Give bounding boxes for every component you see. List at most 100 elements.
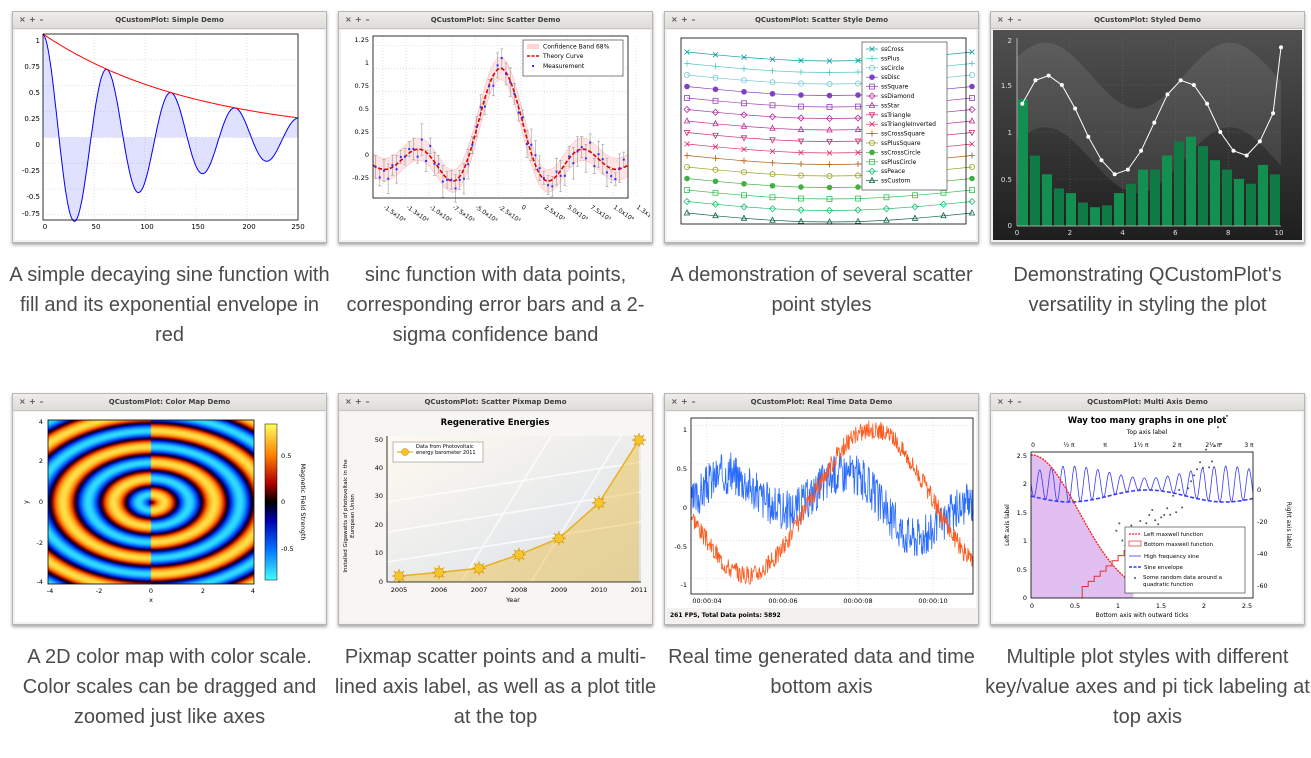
styled-band [1017,42,1281,194]
minimize-icon[interactable]: – [691,15,701,24]
random-point [1190,480,1193,483]
close-icon[interactable]: × [19,15,31,24]
window-titlebar[interactable]: ×+– QCustomPlot: Sinc Scatter Demo [339,12,652,29]
demo-window[interactable]: ×+– QCustomPlot: Sinc Scatter Demo 1.25 … [338,11,653,243]
bar [1018,99,1028,226]
measurement-point [580,146,583,149]
demo-window[interactable]: ×+– QCustomPlot: Real Time Data Demo 1 0… [664,393,979,625]
close-icon[interactable]: × [345,397,357,406]
maximize-icon[interactable]: + [681,397,693,406]
close-icon[interactable]: × [19,397,31,406]
multi-axis-plot[interactable]: Way too many graphs in one plot Top axis… [993,412,1302,622]
line-point [1112,172,1117,177]
bar [1222,169,1232,226]
random-point [1205,448,1208,451]
close-icon[interactable]: × [997,15,1009,24]
y-tick-label: 20 [375,521,383,529]
maximize-icon[interactable]: + [355,15,367,24]
demo-window[interactable]: ×+– QCustomPlot: Simple Demo 0 50 100 15… [12,11,327,243]
minimize-icon[interactable]: – [39,15,49,24]
window-titlebar[interactable]: ×+– QCustomPlot: Scatter Pixmap Demo [339,394,652,411]
measurement-point [471,144,474,147]
x-tick-label: 00:00:04 [692,597,721,605]
minimize-icon[interactable]: – [365,15,375,24]
y-tick-label: -0.25 [352,174,369,182]
random-point [1130,524,1133,527]
close-icon[interactable]: × [671,397,683,406]
window-titlebar[interactable]: ×+– QCustomPlot: Simple Demo [13,12,326,29]
maximize-icon[interactable]: + [29,397,41,406]
chart-legend[interactable]: ssCross ssPlus ssCircle ssDisc ssSquare ssDia… [861,41,948,191]
maximize-icon[interactable]: + [355,397,367,406]
maximize-icon[interactable]: + [1007,15,1019,24]
maximize-icon[interactable]: + [681,15,693,24]
real-time-plot[interactable]: 1 0.5 0 -0.5 -1 00:00:04 00:00:06 00:00:… [667,412,976,622]
minimize-icon[interactable]: – [365,397,375,406]
minimize-icon[interactable]: – [39,397,49,406]
chart-legend[interactable]: Left maxwell function Bottom maxwell fun… [1124,526,1246,594]
y-tick-label: 40 [375,464,383,472]
demo-window[interactable]: ×+– QCustomPlot: Styled Demo 0 2 4 6 8 [990,11,1305,243]
window-titlebar[interactable]: ×+– QCustomPlot: Color Map Demo [13,394,326,411]
measurement-point [475,125,478,128]
random-point [1181,506,1184,509]
scale-tick-label: 0.5 [281,452,291,460]
x-tick-label: 00:00:10 [918,597,947,605]
y-tick-label: 2 [39,457,43,465]
window-titlebar[interactable]: ×+– QCustomPlot: Scatter Style Demo [665,12,978,29]
scatter-style-plot[interactable]: ssCross ssPlus ssCircle ssDisc ssSquare ssDia… [667,30,976,240]
sine-envelope [1030,489,1254,503]
maximize-icon[interactable]: + [29,15,41,24]
close-icon[interactable]: × [671,15,683,24]
x-tick-label: -4 [47,587,53,595]
demo-window[interactable]: ×+– QCustomPlot: Multi Axis Demo Way too… [990,393,1305,625]
demo-window[interactable]: ×+– QCustomPlot: Color Map Demo -4 -2 0 … [12,393,327,625]
minimize-icon[interactable]: – [1017,15,1027,24]
line-point [1033,78,1038,83]
demo-window[interactable]: ×+– QCustomPlot: Scatter Style Demo ssCr… [664,11,979,243]
scatter-pixmap-plot[interactable]: Regenerative Energies Data from Photovol… [341,412,650,622]
line-point [1257,139,1262,144]
color-map-image[interactable] [48,420,254,584]
measurement-point [462,177,465,180]
right-tick-label: 0 [1257,486,1261,494]
styled-demo-plot[interactable]: 0 2 4 6 8 10 2 1.5 1 0.5 0 [993,30,1302,240]
chart-legend[interactable]: Confidence Band 68% Theory Curve Measure… [522,39,624,77]
measurement-point [517,111,520,114]
minimize-icon[interactable]: – [1017,397,1027,406]
random-point [1157,523,1160,526]
top-axis-label: Top axis label [1126,429,1168,436]
random-point [1172,494,1175,497]
minimize-icon[interactable]: – [691,397,701,406]
legend-item: Some random data around a quadratic func… [1143,575,1223,588]
y-tick-label: -4 [37,578,43,586]
window-titlebar[interactable]: ×+– QCustomPlot: Real Time Data Demo [665,394,978,411]
color-map-plot[interactable]: -4 -2 0 2 4 x 4 2 0 -2 -4 y 0.5 0 -0.5 M… [15,412,324,622]
y-tick-label: 1 [1008,129,1012,137]
window-titlebar[interactable]: ×+– QCustomPlot: Styled Demo [991,12,1304,29]
sinc-scatter-plot[interactable]: 1.25 1 0.75 0.5 0.25 0 -0.25 -1.5x10⁴-1.… [341,30,650,240]
left-maxwell-line [1031,454,1134,585]
x-tick-label: 2 [1068,229,1072,237]
y-tick-label: 1.25 [355,36,369,44]
window-titlebar[interactable]: ×+– QCustomPlot: Multi Axis Demo [991,394,1304,411]
close-icon[interactable]: × [997,397,1009,406]
line-point [1020,101,1025,106]
color-scale-bar[interactable] [264,423,278,581]
bar [1102,205,1112,226]
scale-tick-label: -0.5 [281,545,294,553]
chart-legend[interactable]: Data from Photovoltaic energy barometer … [392,441,484,463]
window-title: QCustomPlot: Styled Demo [1094,16,1201,24]
x-tick-label: 2.5 [1242,602,1252,610]
random-point [1196,468,1199,471]
demo-window[interactable]: ×+– QCustomPlot: Scatter Pixmap Demo Reg… [338,393,653,625]
random-point [1211,460,1214,463]
measurement-point [605,171,608,174]
x-tick-label: 2 [201,587,205,595]
maximize-icon[interactable]: + [1007,397,1019,406]
simple-demo-plot[interactable]: 0 50 100 150 200 250 1 0.75 0.5 0.25 0 -… [15,30,324,240]
y-tick-label: 1 [683,426,687,434]
measurement-point [429,144,432,147]
close-icon[interactable]: × [345,15,357,24]
random-point [1199,461,1202,464]
